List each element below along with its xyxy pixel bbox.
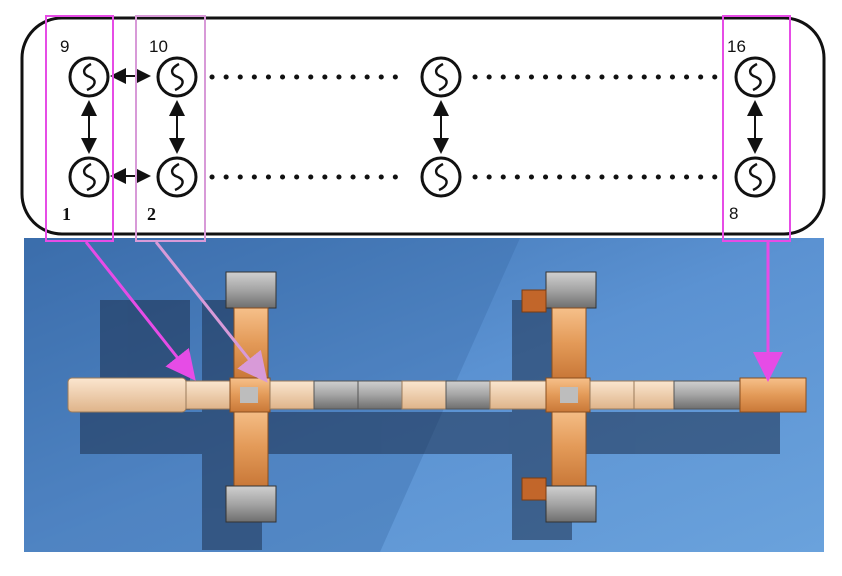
head-module	[67, 377, 187, 413]
oscillator-2	[156, 156, 198, 198]
network-frame	[20, 16, 826, 236]
oscillator-bottom-mid	[420, 156, 462, 198]
oscillator-16	[734, 56, 776, 98]
highlight-column-1	[45, 15, 114, 242]
label-osc-1: 1	[62, 204, 71, 224]
highlights	[45, 15, 791, 383]
highlight-column-last	[722, 15, 791, 242]
oscillator-9	[68, 56, 110, 98]
robot-spine	[67, 377, 807, 413]
oscillator-1	[68, 156, 110, 198]
label-osc-8: 8	[729, 204, 738, 223]
pointer-arrow-1	[84, 241, 196, 381]
right-leg	[521, 271, 597, 523]
oscillator-top-mid	[420, 56, 462, 98]
cpg-network: 9 10 16 1 2 8	[20, 16, 826, 236]
pointer-arrow-2	[154, 241, 268, 383]
tail-module	[739, 377, 807, 413]
label-osc-9: 9	[60, 37, 69, 56]
highlight-column-2	[135, 15, 206, 242]
label-osc-2: 2	[147, 204, 156, 224]
label-osc-10: 10	[149, 37, 168, 56]
oscillator-8	[734, 156, 776, 198]
label-osc-16: 16	[727, 37, 746, 56]
robot-simulation	[24, 238, 824, 552]
oscillator-10	[156, 56, 198, 98]
